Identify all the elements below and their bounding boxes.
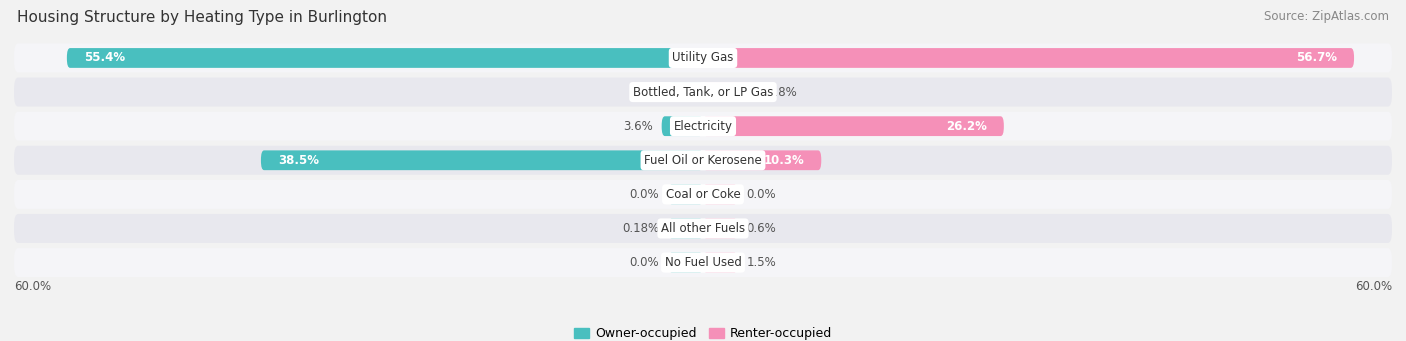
FancyBboxPatch shape (14, 78, 1392, 106)
FancyBboxPatch shape (14, 180, 1392, 209)
FancyBboxPatch shape (669, 184, 703, 204)
Text: 0.0%: 0.0% (630, 256, 659, 269)
Text: 26.2%: 26.2% (946, 120, 987, 133)
FancyBboxPatch shape (14, 112, 1392, 141)
FancyBboxPatch shape (703, 219, 738, 238)
Text: 0.18%: 0.18% (623, 222, 659, 235)
FancyBboxPatch shape (14, 146, 1392, 175)
FancyBboxPatch shape (703, 48, 1354, 68)
FancyBboxPatch shape (14, 44, 1392, 72)
FancyBboxPatch shape (669, 219, 703, 238)
FancyBboxPatch shape (703, 116, 1004, 136)
Text: 38.5%: 38.5% (278, 154, 319, 167)
Text: All other Fuels: All other Fuels (661, 222, 745, 235)
FancyBboxPatch shape (662, 116, 703, 136)
Text: 55.4%: 55.4% (84, 51, 125, 64)
Text: 4.8%: 4.8% (768, 86, 797, 99)
Text: 60.0%: 60.0% (14, 280, 51, 293)
Text: 0.0%: 0.0% (630, 188, 659, 201)
Text: 0.0%: 0.0% (747, 188, 776, 201)
Text: Source: ZipAtlas.com: Source: ZipAtlas.com (1264, 10, 1389, 23)
Text: 56.7%: 56.7% (1296, 51, 1337, 64)
Text: Utility Gas: Utility Gas (672, 51, 734, 64)
FancyBboxPatch shape (14, 214, 1392, 243)
Text: 2.4%: 2.4% (630, 86, 659, 99)
Text: Electricity: Electricity (673, 120, 733, 133)
Text: 60.0%: 60.0% (1355, 280, 1392, 293)
Text: Bottled, Tank, or LP Gas: Bottled, Tank, or LP Gas (633, 86, 773, 99)
Text: 3.6%: 3.6% (623, 120, 652, 133)
Legend: Owner-occupied, Renter-occupied: Owner-occupied, Renter-occupied (574, 327, 832, 340)
FancyBboxPatch shape (703, 253, 738, 272)
Text: 10.3%: 10.3% (763, 154, 804, 167)
Text: Housing Structure by Heating Type in Burlington: Housing Structure by Heating Type in Bur… (17, 10, 387, 25)
Text: 1.5%: 1.5% (747, 256, 776, 269)
FancyBboxPatch shape (67, 48, 703, 68)
FancyBboxPatch shape (703, 150, 821, 170)
FancyBboxPatch shape (669, 82, 703, 102)
FancyBboxPatch shape (14, 248, 1392, 277)
Text: Coal or Coke: Coal or Coke (665, 188, 741, 201)
FancyBboxPatch shape (669, 253, 703, 272)
FancyBboxPatch shape (703, 184, 738, 204)
Text: No Fuel Used: No Fuel Used (665, 256, 741, 269)
FancyBboxPatch shape (703, 82, 758, 102)
Text: Fuel Oil or Kerosene: Fuel Oil or Kerosene (644, 154, 762, 167)
FancyBboxPatch shape (262, 150, 703, 170)
Text: 0.6%: 0.6% (747, 222, 776, 235)
